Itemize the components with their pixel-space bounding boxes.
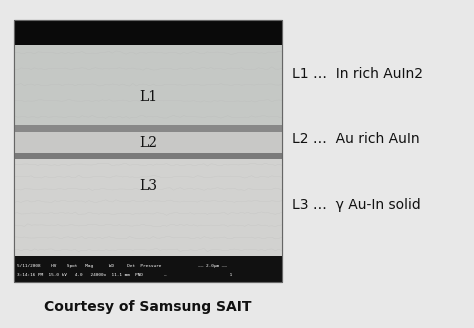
Bar (14, 159, 282, 256)
Text: L3: L3 (139, 179, 157, 193)
Text: 5/11/2008    HV    Spot   Mag      WD     Det  Pressure              —— 2.0μm ——: 5/11/2008 HV Spot Mag WD Det Pressure ——… (17, 264, 227, 268)
Bar (14, 20, 282, 282)
Bar (14, 20, 282, 282)
Bar (14, 132, 282, 154)
Bar (14, 20, 282, 45)
Text: L3 …  γ Au-In solid: L3 … γ Au-In solid (292, 198, 420, 212)
Text: L2: L2 (139, 136, 157, 150)
Text: L2 …  Au rich AuIn: L2 … Au rich AuIn (292, 133, 419, 146)
Text: L1 …  In rich AuIn2: L1 … In rich AuIn2 (292, 67, 422, 81)
Bar (14, 256, 282, 282)
Bar (14, 154, 282, 159)
Text: Courtesy of Samsung SAIT: Courtesy of Samsung SAIT (45, 300, 252, 314)
Bar (14, 125, 282, 132)
Bar (14, 45, 282, 125)
Text: L1: L1 (139, 90, 157, 104)
Text: 3:14:16 PM  15.0 kV   4.0   24000x  11.1 mm  PND        —                       : 3:14:16 PM 15.0 kV 4.0 24000x 11.1 mm PN… (17, 273, 232, 277)
